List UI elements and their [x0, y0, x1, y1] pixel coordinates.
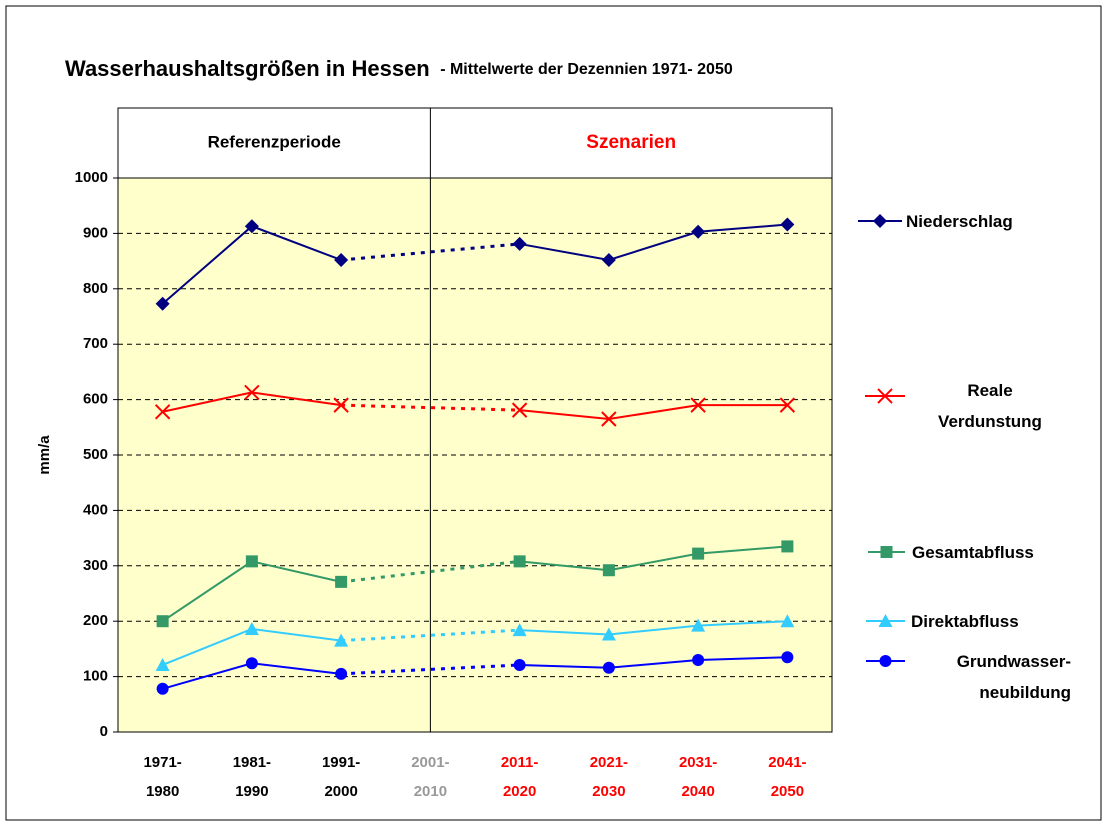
- y-tick-label: 100: [83, 668, 108, 685]
- data-point: [692, 653, 705, 666]
- legend-label: Gesamtabfluss: [912, 543, 1034, 562]
- data-point: [513, 555, 526, 568]
- data-point: [602, 661, 615, 674]
- title: Wasserhaushaltsgrößen in Hessen: [65, 56, 430, 81]
- data-point: [513, 658, 526, 671]
- y-tick-label: 800: [83, 280, 108, 297]
- series-line: [519, 404, 788, 420]
- panel-label: Szenarien: [586, 132, 676, 153]
- data-point: [154, 404, 171, 420]
- data-point: [334, 633, 349, 647]
- y-tick-label: 700: [83, 335, 108, 352]
- y-tick-label: 900: [83, 224, 108, 241]
- x-tick-label: 2011- 2020: [500, 754, 539, 800]
- series-line: [519, 223, 788, 262]
- series-line: [519, 656, 788, 669]
- legend-label: Niederschlag: [906, 212, 1013, 231]
- data-point: [692, 547, 705, 560]
- header: [117, 107, 833, 179]
- data-point: [511, 402, 528, 418]
- data-point: [779, 397, 796, 413]
- legend-marker: [880, 546, 893, 558]
- x-tick-label: 2001- 2010: [411, 754, 450, 800]
- data-point: [155, 657, 170, 671]
- y-axis-label: mm/a: [36, 435, 53, 475]
- series-line: [519, 545, 788, 572]
- data-point: [155, 296, 170, 311]
- chart-title: Wasserhaushaltsgrößen in Hessen - Mittel…: [65, 56, 733, 81]
- y-tick-label: 1000: [75, 169, 108, 186]
- legend-label: Reale Verdunstung: [938, 381, 1042, 431]
- y-tick-label: 500: [83, 446, 108, 463]
- legend-marker: [873, 214, 887, 228]
- data-point: [334, 252, 349, 267]
- data-point: [781, 651, 794, 664]
- data-point: [780, 614, 795, 628]
- x-tick-label: 1991- 2000: [321, 754, 361, 800]
- series-line: [519, 620, 788, 636]
- data-point: [512, 236, 527, 251]
- data-point: [156, 682, 169, 695]
- data-point: [602, 564, 615, 577]
- data-point: [780, 217, 795, 232]
- data-point: [156, 615, 169, 628]
- data-point: [335, 667, 348, 680]
- subtitle: - Mittelwerte der Dezennien 1971- 2050: [436, 61, 733, 78]
- data-point: [512, 623, 527, 637]
- legend-label: Direktabfluss: [911, 612, 1019, 631]
- data-point: [333, 397, 349, 413]
- legend-label: Grundwasser- neubildung: [956, 652, 1071, 702]
- data-point: [601, 252, 616, 267]
- legend-marker: [877, 388, 893, 404]
- y-tick-label: 300: [83, 557, 108, 574]
- panel-label: Referenzperiode: [208, 132, 341, 151]
- y-tick-label: 0: [100, 723, 108, 740]
- legend-marker: [878, 614, 893, 627]
- x-tick-label: 1971- 1980: [143, 754, 182, 800]
- data-point: [245, 555, 258, 568]
- data-point: [335, 575, 348, 588]
- data-point: [691, 224, 706, 239]
- data-point: [245, 657, 258, 670]
- data-point: [601, 627, 616, 641]
- x-tick-label: 2021- 2030: [589, 754, 629, 800]
- x-tick-label: 1981- 1990: [232, 754, 272, 800]
- data-point: [244, 621, 259, 635]
- data-point: [244, 219, 259, 234]
- y-tick-label: 200: [83, 612, 108, 629]
- y-tick-label: 600: [83, 391, 108, 408]
- data-point: [690, 397, 706, 413]
- legend-marker: [879, 655, 892, 667]
- data-point: [691, 618, 706, 632]
- data-point: [244, 384, 260, 401]
- data-point: [781, 540, 794, 553]
- data-point: [601, 411, 617, 427]
- x-tick-label: 2041- 2050: [768, 754, 807, 800]
- x-tick-label: 2031- 2040: [678, 754, 718, 800]
- y-tick-label: 400: [83, 501, 108, 518]
